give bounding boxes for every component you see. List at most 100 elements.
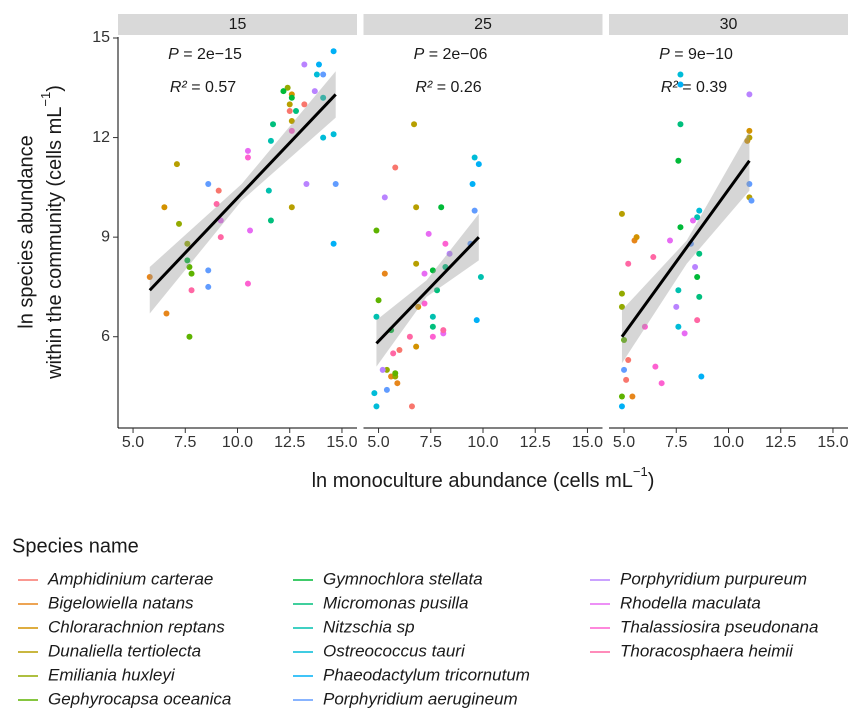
p-text: = 2e−15 bbox=[179, 46, 242, 63]
point bbox=[288, 127, 295, 134]
point bbox=[381, 270, 388, 277]
point bbox=[184, 257, 191, 264]
point bbox=[618, 290, 625, 297]
y-tick-label: 15 bbox=[92, 29, 110, 46]
legend-label: Rhodella maculata bbox=[620, 593, 761, 612]
point bbox=[442, 240, 449, 247]
point bbox=[746, 91, 753, 98]
point bbox=[301, 61, 308, 68]
point bbox=[677, 81, 684, 88]
point bbox=[392, 164, 399, 171]
point bbox=[629, 393, 636, 400]
point bbox=[694, 317, 701, 324]
x-tick-label: 12.5 bbox=[765, 434, 796, 451]
point bbox=[313, 71, 320, 78]
point bbox=[244, 147, 251, 154]
point bbox=[247, 227, 254, 234]
x-tick-label: 7.5 bbox=[420, 434, 442, 451]
point bbox=[429, 333, 436, 340]
point bbox=[280, 88, 287, 95]
y-label-sup: −1 bbox=[38, 92, 53, 107]
point bbox=[673, 303, 680, 310]
legend-label: Phaeodactylum tricornutum bbox=[323, 665, 530, 684]
point bbox=[163, 310, 170, 317]
x-label-sup: −1 bbox=[633, 464, 648, 479]
point bbox=[675, 323, 682, 330]
point bbox=[213, 200, 220, 207]
x-tick-label: 7.5 bbox=[174, 434, 196, 451]
r2-text: = 0.26 bbox=[432, 79, 481, 96]
point bbox=[301, 101, 308, 108]
legend-label: Amphidinium carterae bbox=[47, 569, 213, 588]
r2-text: = 0.57 bbox=[187, 79, 236, 96]
p-value: P = 2e−06 bbox=[414, 46, 488, 63]
point bbox=[621, 337, 628, 344]
point bbox=[176, 220, 183, 227]
point bbox=[188, 287, 195, 294]
point bbox=[406, 333, 413, 340]
point bbox=[641, 323, 648, 330]
r2-label: R² bbox=[170, 79, 188, 96]
fit-line bbox=[148, 93, 337, 292]
point bbox=[475, 161, 482, 168]
point bbox=[311, 88, 318, 95]
y-tick-label: 9 bbox=[101, 228, 110, 245]
p-label: P bbox=[659, 46, 670, 63]
r-squared: R² = 0.57 bbox=[170, 79, 236, 96]
y-axis-label-2: within the community (cells mL−1) bbox=[38, 85, 66, 380]
point bbox=[692, 264, 699, 271]
point bbox=[446, 250, 453, 257]
point bbox=[288, 94, 295, 101]
point bbox=[286, 108, 293, 115]
point bbox=[379, 366, 386, 373]
point bbox=[267, 137, 274, 144]
point bbox=[621, 366, 628, 373]
point bbox=[677, 121, 684, 128]
point bbox=[696, 207, 703, 214]
point bbox=[681, 330, 688, 337]
y-label-end: ) bbox=[44, 85, 66, 92]
y-tick-label: 6 bbox=[101, 328, 110, 345]
strip-label: 30 bbox=[720, 16, 738, 33]
point bbox=[746, 181, 753, 188]
x-tick-label: 5.0 bbox=[613, 434, 635, 451]
point bbox=[625, 356, 632, 363]
point bbox=[618, 393, 625, 400]
point bbox=[473, 317, 480, 324]
point bbox=[675, 287, 682, 294]
point bbox=[383, 386, 390, 393]
point bbox=[413, 204, 420, 211]
point bbox=[146, 273, 153, 280]
legend-label: Chlorarachnion reptans bbox=[48, 617, 225, 636]
p-text: = 9e−10 bbox=[670, 46, 733, 63]
legend-label: Micromonas pusilla bbox=[323, 593, 469, 612]
point bbox=[633, 234, 640, 241]
strip bbox=[118, 14, 357, 35]
x-label-text: ln monoculture abundance (cells mL bbox=[312, 470, 633, 492]
point bbox=[694, 273, 701, 280]
point bbox=[413, 343, 420, 350]
legend-label: Dunaliella tertiolecta bbox=[48, 641, 201, 660]
y-label-text: within the community (cells mL bbox=[44, 107, 66, 380]
point bbox=[330, 131, 337, 138]
point bbox=[421, 300, 428, 307]
point bbox=[373, 313, 380, 320]
point bbox=[186, 333, 193, 340]
point bbox=[667, 237, 674, 244]
x-tick-label: 15.0 bbox=[572, 434, 603, 451]
point bbox=[658, 380, 665, 387]
p-label: P bbox=[414, 46, 425, 63]
point bbox=[215, 187, 222, 194]
legend-label: Porphyridium purpureum bbox=[620, 569, 807, 588]
point bbox=[746, 127, 753, 134]
point bbox=[471, 154, 478, 161]
point bbox=[421, 270, 428, 277]
point bbox=[392, 370, 399, 377]
x-tick-label: 12.5 bbox=[520, 434, 551, 451]
point bbox=[330, 240, 337, 247]
point bbox=[205, 181, 212, 188]
point bbox=[371, 390, 378, 397]
legend-label: Ostreococcus tauri bbox=[323, 641, 466, 660]
point bbox=[440, 327, 447, 334]
